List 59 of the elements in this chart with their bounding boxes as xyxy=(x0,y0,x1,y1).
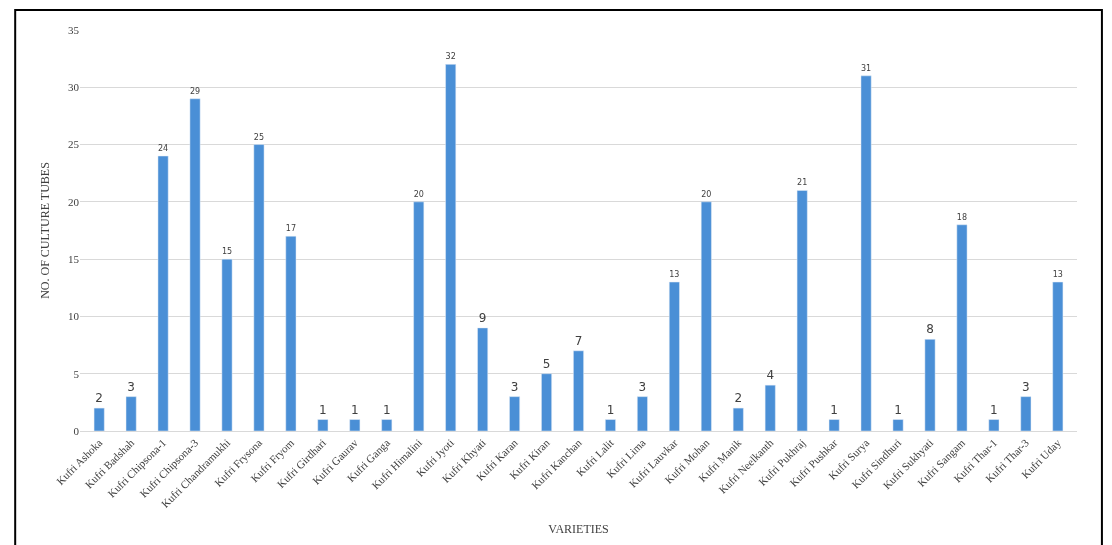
data-label: 1 xyxy=(990,402,998,417)
y-tick-label: 0 xyxy=(73,424,80,437)
data-label: 4 xyxy=(766,368,775,383)
y-tick-label: 20 xyxy=(68,195,80,208)
bar xyxy=(317,419,329,431)
bar xyxy=(349,419,361,431)
bar xyxy=(637,396,648,431)
bar xyxy=(860,75,872,431)
y-tick-label: 25 xyxy=(68,138,80,151)
data-label: 1 xyxy=(350,402,359,417)
data-label: 3 xyxy=(1022,379,1030,394)
data-label: 1 xyxy=(894,402,902,417)
bar xyxy=(477,327,488,431)
bar xyxy=(221,258,233,431)
bar xyxy=(988,419,1000,431)
data-label: 2 xyxy=(95,391,103,406)
data-label: 3 xyxy=(638,379,647,394)
data-label: 1 xyxy=(319,402,327,417)
y-tick-label: 10 xyxy=(68,310,80,323)
y-tick-label: 30 xyxy=(68,81,80,94)
data-label: 5 xyxy=(542,356,551,371)
y-tick-label: 5 xyxy=(73,367,80,380)
bar xyxy=(413,201,425,431)
bar xyxy=(189,98,201,431)
bar xyxy=(253,144,265,431)
bar xyxy=(669,281,680,431)
data-label: 3 xyxy=(127,379,135,394)
bar xyxy=(700,201,712,431)
bar xyxy=(605,419,616,431)
y-tick-label: 35 xyxy=(68,23,80,36)
bar xyxy=(892,419,904,431)
x-axis-title: VARIETIES xyxy=(548,521,609,536)
bar xyxy=(764,384,776,431)
bar xyxy=(956,224,968,431)
bar xyxy=(509,396,520,431)
bar xyxy=(445,64,457,431)
bar xyxy=(732,407,744,431)
bar xyxy=(381,419,393,431)
data-label: 1 xyxy=(606,402,615,417)
bar xyxy=(573,350,584,431)
data-label: 7 xyxy=(574,333,583,348)
data-label: 1 xyxy=(382,402,391,417)
y-tick-label: 15 xyxy=(68,252,80,265)
y-axis-title: NO. OF CULTURE TUBES xyxy=(38,162,53,299)
data-label: 8 xyxy=(926,322,934,337)
bar xyxy=(157,155,169,431)
bar xyxy=(541,373,552,431)
bar xyxy=(125,396,137,431)
bar xyxy=(1052,281,1064,431)
bar xyxy=(1020,396,1032,431)
data-label: 9 xyxy=(478,310,487,325)
bar xyxy=(828,419,840,431)
data-label: 1 xyxy=(830,402,838,417)
data-label: 2 xyxy=(734,391,743,406)
bar xyxy=(796,190,808,431)
data-label: 3 xyxy=(510,379,519,394)
bar xyxy=(93,407,105,431)
bar xyxy=(285,235,297,431)
bar xyxy=(924,339,936,431)
